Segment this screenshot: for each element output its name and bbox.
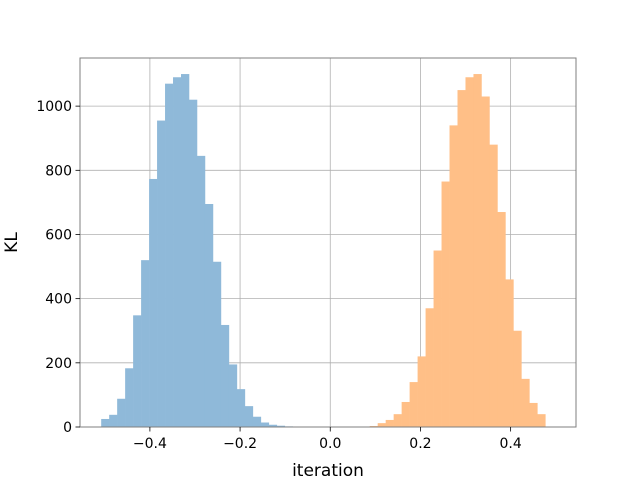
histogram-bar-series-0-bin-4 [133, 315, 142, 427]
histogram-bar-series-1-bin-20 [529, 402, 538, 427]
x-tick-label-2: 0.0 [319, 436, 341, 452]
histogram-bar-series-1-bin-9 [441, 181, 450, 427]
histogram-bar-series-1-bin-6 [417, 356, 426, 427]
histogram-bar-series-1-bin-3 [393, 414, 402, 427]
histogram-bar-series-0-bin-17 [236, 389, 246, 427]
x-tick-label-3: 0.2 [409, 436, 431, 452]
y-tick-label-4: 800 [45, 163, 72, 179]
histogram-bar-series-1-bin-18 [513, 330, 522, 427]
y-tick-label-0: 0 [63, 420, 72, 436]
histogram-bar-series-0-bin-1 [109, 414, 118, 427]
histogram-bar-series-0-bin-16 [228, 364, 238, 427]
histogram-bar-series-1-bin-15 [489, 144, 498, 428]
histogram-bar-series-1-bin-14 [481, 96, 490, 428]
histogram-bar-series-1-bin-19 [521, 378, 530, 427]
histogram-bar-series-1-bin-8 [433, 250, 442, 427]
histogram-bar-series-0-bin-8 [165, 83, 174, 428]
histogram-bar-series-1-bin-17 [505, 279, 514, 427]
histogram-bar-series-0-bin-19 [252, 416, 262, 427]
histogram-bar-series-0-bin-10 [181, 74, 190, 427]
histogram-bar-series-1-bin-10 [449, 125, 458, 428]
histogram-bar-series-0-bin-9 [173, 77, 182, 428]
x-axis-label: iteration [292, 461, 364, 480]
histogram-bar-series-1-bin-1 [377, 423, 386, 427]
histogram-bar-series-0-bin-0 [101, 418, 110, 427]
histogram-bar-series-0-bin-11 [188, 99, 198, 427]
histogram-bar-series-1-bin-12 [465, 77, 474, 428]
plot-frame [79, 57, 577, 428]
histogram-bar-series-1-bin-4 [401, 401, 410, 427]
histogram-bar-series-1-bin-7 [425, 308, 434, 427]
histogram-bar-series-1-bin-5 [409, 382, 418, 427]
y-tick-label-2: 400 [45, 292, 72, 308]
y-tick-label-1: 200 [45, 356, 72, 372]
histogram-bar-series-1-bin-11 [457, 90, 466, 427]
histogram-bar-series-0-bin-6 [149, 178, 158, 427]
histogram-bar-series-0-bin-7 [157, 120, 166, 427]
x-tick-label-4: 0.4 [499, 436, 521, 452]
histogram-bar-series-1-bin-13 [473, 74, 482, 427]
histogram-bar-series-0-bin-15 [220, 324, 230, 427]
x-tick-label-0: −0.4 [133, 436, 167, 452]
axis-ticks: −0.4 −0.2 0.0 0.2 0.4 0 200 400 600 800 1000 [36, 99, 521, 452]
histogram-bar-series-1-bin-21 [537, 414, 546, 427]
histogram-bar-series-1-bin-2 [385, 419, 394, 427]
histogram-bar-series-0-bin-14 [212, 261, 222, 427]
y-axis-label: KL [2, 232, 22, 253]
x-tick-label-1: −0.2 [223, 436, 257, 452]
histogram-bar-series-0-bin-13 [204, 203, 214, 427]
histogram-bar-series-0-bin-12 [196, 155, 206, 427]
histogram-bar-series-0-bin-20 [260, 422, 270, 427]
y-tick-label-3: 600 [45, 227, 72, 243]
y-tick-label-5: 1000 [36, 99, 72, 115]
histogram-bar-series-0-bin-2 [117, 398, 126, 427]
histogram-bar-series-0-bin-5 [141, 260, 150, 427]
histogram-bars [101, 74, 546, 428]
histogram-bar-series-0-bin-3 [125, 368, 134, 427]
histogram-bar-series-1-bin-16 [497, 212, 506, 427]
histogram-bar-series-0-bin-18 [244, 406, 254, 427]
histogram-bar-series-0-bin-22 [276, 425, 286, 427]
histogram-bar-series-0-bin-21 [268, 424, 278, 427]
